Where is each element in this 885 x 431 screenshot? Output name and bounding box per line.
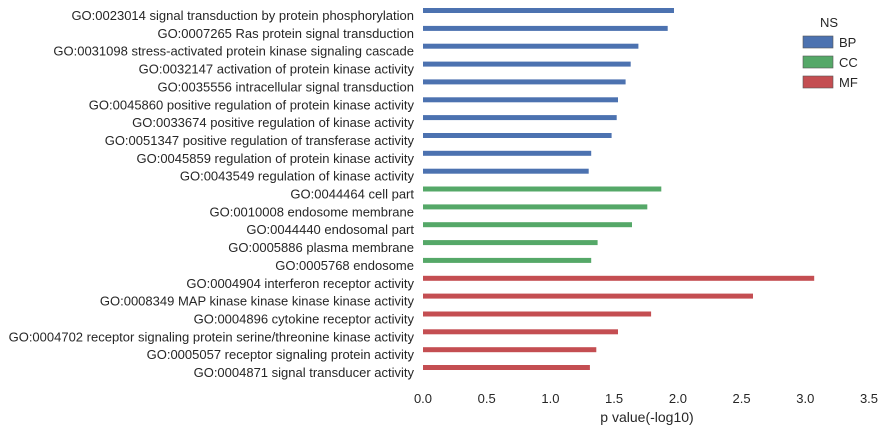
category-label: GO:0005886 plasma membrane xyxy=(228,240,414,255)
x-tick-label: 1.5 xyxy=(605,391,623,406)
category-label: GO:0004702 receptor signaling protein se… xyxy=(9,329,415,344)
category-label: GO:0023014 signal transduction by protei… xyxy=(71,8,414,23)
legend-label-mf: MF xyxy=(839,75,858,90)
category-label: GO:0005057 receptor signaling protein ac… xyxy=(147,347,415,362)
legend-label-bp: BP xyxy=(839,35,856,50)
bar-mf-20 xyxy=(423,365,590,370)
bar-mf-17 xyxy=(423,311,652,317)
bar-bp-8 xyxy=(423,150,592,156)
x-axis-title: p value(-log10) xyxy=(600,409,693,425)
bar-bp-0 xyxy=(423,8,674,13)
bar-mf-15 xyxy=(423,275,815,281)
bar-bp-6 xyxy=(423,115,617,121)
bar-mf-16 xyxy=(423,293,753,299)
category-label: GO:0032147 activation of protein kinase … xyxy=(139,62,415,77)
x-axis-ticks: 0.0 0.5 1.0 1.5 2.0 2.5 3.0 3.5 xyxy=(414,391,878,406)
legend-label-cc: CC xyxy=(839,55,858,70)
bar-bp-2 xyxy=(423,43,639,49)
x-tick-label: 2.0 xyxy=(669,391,687,406)
category-label: GO:0031098 stress-activated protein kina… xyxy=(53,44,414,59)
category-label: GO:0045860 positive regulation of protei… xyxy=(89,97,415,112)
category-label: GO:0005768 endosome xyxy=(275,258,414,273)
legend-swatch-cc xyxy=(802,55,834,69)
category-label: GO:0004896 cytokine receptor activity xyxy=(194,312,415,327)
bar-mf-18 xyxy=(423,329,618,335)
x-tick-label: 3.5 xyxy=(860,391,878,406)
bar-bp-1 xyxy=(423,25,668,31)
category-labels: GO:0023014 signal transduction by protei… xyxy=(9,8,415,380)
category-label: GO:0044440 endosomal part xyxy=(246,222,414,237)
x-tick-label: 0.5 xyxy=(478,391,496,406)
category-label: GO:0008349 MAP kinase kinase kinase kina… xyxy=(100,294,415,309)
bar-cc-11 xyxy=(423,204,648,210)
legend-swatch-mf xyxy=(802,75,834,89)
bar-bp-5 xyxy=(423,97,618,103)
category-label: GO:0044464 cell part xyxy=(290,187,414,202)
bar-cc-10 xyxy=(423,186,662,192)
category-label: GO:0045859 regulation of protein kinase … xyxy=(136,151,414,166)
bar-bp-9 xyxy=(423,168,589,174)
bar-cc-13 xyxy=(423,240,598,246)
legend: NS BP CC MF xyxy=(802,15,858,90)
legend-swatch-bp xyxy=(802,35,834,49)
category-label: GO:0004904 interferon receptor activity xyxy=(186,276,414,291)
x-tick-label: 1.0 xyxy=(541,391,559,406)
category-label: GO:0010008 endosome membrane xyxy=(209,204,414,219)
x-tick-label: 2.5 xyxy=(733,391,751,406)
legend-title: NS xyxy=(820,15,838,30)
category-label: GO:0004871 signal transducer activity xyxy=(194,365,415,380)
x-tick-label: 0.0 xyxy=(414,391,432,406)
bars-layer xyxy=(423,8,815,370)
bar-cc-12 xyxy=(423,222,632,228)
category-label: GO:0033674 positive regulation of kinase… xyxy=(132,115,414,130)
bar-cc-14 xyxy=(423,257,592,263)
bar-bp-4 xyxy=(423,79,626,85)
category-label: GO:0035556 intracellular signal transduc… xyxy=(157,79,414,94)
bar-mf-19 xyxy=(423,347,597,353)
category-label: GO:0051347 positive regulation of transf… xyxy=(105,133,415,148)
bar-bp-7 xyxy=(423,133,612,138)
legend-entries: BP CC MF xyxy=(802,35,858,90)
category-label: GO:0043549 regulation of kinase activity xyxy=(180,169,415,184)
bar-bp-3 xyxy=(423,61,631,67)
category-label: GO:0007265 Ras protein signal transducti… xyxy=(157,26,414,41)
x-tick-label: 3.0 xyxy=(796,391,814,406)
